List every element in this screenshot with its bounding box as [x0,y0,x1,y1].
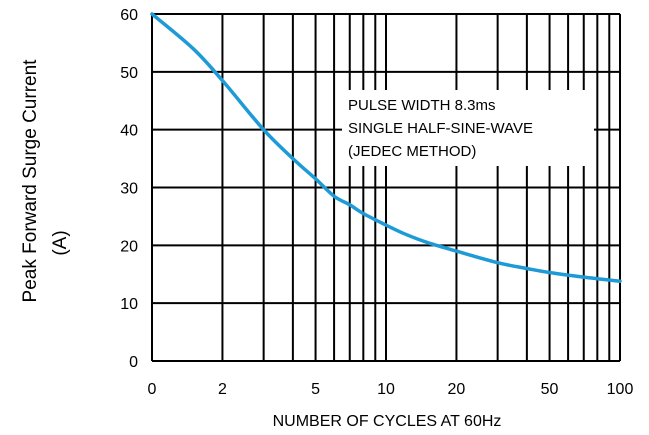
annotation-box: PULSE WIDTH 8.3ms SINGLE HALF-SINE-WAVE … [342,90,594,166]
annotation-line-1: PULSE WIDTH 8.3ms [348,97,496,114]
x-tick-label: 50 [541,381,559,398]
tick-labels: 0 10 20 30 40 50 60 0 2 5 10 20 50 100 [120,7,633,398]
x-axis-title: NUMBER OF CYCLES AT 60Hz [273,413,502,430]
grid [151,13,621,362]
y-tick-label: 60 [120,7,138,24]
y-axis-title: Peak Forward Surge Current [20,59,41,303]
y-tick-label: 50 [120,65,138,82]
x-tick-label: 0 [148,381,157,398]
x-tick-label: 100 [607,381,634,398]
x-tick-label: 5 [311,381,320,398]
x-tick-label: 10 [377,381,395,398]
y-tick-label: 0 [129,354,138,371]
series-line [150,12,622,283]
y-tick-label: 10 [120,296,138,313]
annotation-line-3: (JEDEC METHOD) [348,143,476,160]
y-tick-label: 40 [120,123,138,140]
series [150,12,622,283]
y-tick-label: 30 [120,181,138,198]
y-axis-unit: (A) [50,230,71,255]
x-tick-label: 2 [218,381,227,398]
annotation-line-2: SINGLE HALF-SINE-WAVE [348,120,533,137]
plot-frame [151,14,620,362]
y-tick-label: 20 [120,238,138,255]
x-tick-label: 20 [448,381,466,398]
